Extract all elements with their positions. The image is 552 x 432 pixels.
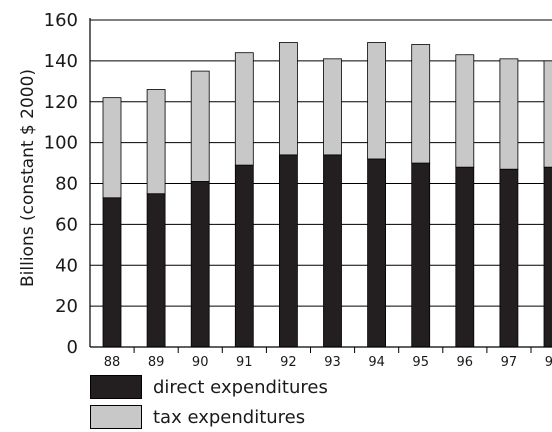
bar-direct — [102, 197, 122, 348]
y-tick-label: 0 — [67, 337, 78, 358]
x-tick-label: 94 — [368, 355, 385, 370]
axes — [89, 18, 552, 353]
bar-direct — [367, 158, 387, 348]
bar-tax — [323, 58, 342, 156]
y-tick-label: 80 — [55, 174, 78, 195]
x-tick-label: 97 — [501, 355, 518, 370]
legend-item-tax: tax expenditures — [90, 402, 328, 432]
bar-tax — [499, 58, 519, 170]
x-tick-label: 96 — [457, 355, 474, 370]
bar-tax — [190, 70, 210, 182]
bar-direct — [190, 181, 210, 348]
legend-swatch-tax — [90, 405, 142, 429]
x-tick-label: 89 — [148, 355, 165, 370]
x-tick-label: 92 — [280, 355, 297, 370]
legend-label-direct: direct expenditures — [153, 376, 328, 398]
x-tick-labels: 88 89 90 91 92 93 94 95 96 97 98 — [104, 355, 552, 370]
bar-tax — [543, 60, 552, 168]
bar-tax — [278, 42, 298, 156]
bar-direct — [146, 193, 166, 348]
y-tick-label: 40 — [55, 255, 78, 276]
bar-direct — [543, 166, 552, 348]
y-tick-label: 60 — [55, 214, 78, 235]
y-tick-label: 160 — [44, 10, 78, 31]
bar-tax — [146, 89, 166, 195]
legend-swatch-direct — [90, 375, 142, 399]
y-tick-label: 120 — [44, 92, 78, 113]
bar-tax — [367, 42, 387, 160]
bar-direct — [411, 162, 431, 348]
gridlines — [90, 19, 552, 307]
y-tick-labels: 0 20 40 60 80 100 120 140 160 — [44, 10, 78, 358]
bar-tax — [411, 44, 431, 164]
bar-direct — [234, 164, 254, 348]
legend: direct expenditures tax expenditures — [90, 372, 328, 432]
bars — [102, 42, 552, 348]
x-tick-label: 88 — [104, 355, 121, 370]
bar-direct — [499, 168, 519, 348]
bar-tax — [102, 97, 122, 199]
bar-tax — [234, 52, 254, 166]
x-tick-label: 90 — [192, 355, 209, 370]
x-tick-label: 95 — [412, 355, 429, 370]
stacked-bar-chart: 0 20 40 60 80 100 120 140 160 88 89 90 91 92 93 94 95 96… — [18, 10, 552, 370]
y-tick-label: 20 — [55, 296, 78, 317]
x-tick-label: 91 — [236, 355, 253, 370]
x-tick-label: 98 — [545, 355, 552, 370]
y-tick-label: 100 — [44, 133, 78, 154]
bar-direct — [455, 166, 475, 348]
legend-label-tax: tax expenditures — [153, 406, 306, 428]
bar-tax — [455, 54, 475, 168]
y-axis-label: Billions (constant $ 2000) — [18, 69, 38, 287]
y-tick-label: 140 — [44, 51, 78, 72]
bar-direct — [323, 154, 342, 348]
legend-item-direct: direct expenditures — [90, 372, 328, 402]
bar-direct — [278, 154, 298, 348]
x-tick-label: 93 — [324, 355, 341, 370]
